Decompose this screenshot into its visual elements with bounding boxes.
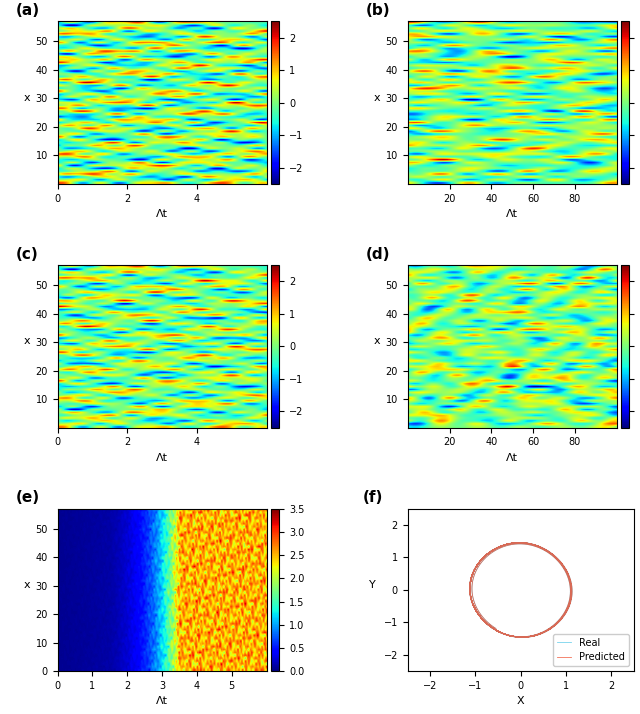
Real [518, 633, 525, 642]
Text: (e): (e) [16, 491, 40, 506]
Real [504, 540, 512, 548]
Real [562, 565, 570, 574]
Predicted [565, 573, 573, 581]
Predicted [509, 539, 517, 548]
Predicted [515, 538, 523, 547]
Predicted [469, 568, 477, 577]
Legend: Real, Predicted: Real, Predicted [553, 633, 628, 666]
Text: (a): (a) [16, 3, 40, 18]
Real [543, 626, 551, 635]
Real [469, 568, 477, 577]
Y-axis label: Y: Y [369, 580, 376, 590]
Predicted [493, 543, 501, 552]
Predicted [504, 540, 512, 548]
Predicted [562, 565, 570, 574]
Real [492, 624, 500, 633]
Y-axis label: x: x [24, 336, 31, 346]
Text: (c): (c) [16, 247, 38, 262]
X-axis label: Λt: Λt [156, 453, 168, 463]
X-axis label: Λt: Λt [156, 696, 168, 706]
Line: Predicted: Predicted [470, 543, 572, 638]
Y-axis label: x: x [374, 93, 381, 103]
Y-axis label: x: x [374, 336, 381, 346]
Predicted [543, 626, 551, 635]
Line: Real: Real [470, 543, 572, 638]
Real [515, 538, 523, 547]
Real [565, 573, 573, 581]
Text: (f): (f) [362, 491, 383, 506]
Y-axis label: x: x [24, 580, 31, 590]
Text: (b): (b) [366, 3, 390, 18]
Real [493, 543, 501, 552]
X-axis label: Λt: Λt [156, 209, 168, 219]
Real [509, 539, 517, 548]
Predicted [518, 633, 525, 642]
X-axis label: Λt: Λt [506, 209, 518, 219]
Y-axis label: x: x [24, 93, 31, 103]
Predicted [492, 624, 500, 633]
X-axis label: Λt: Λt [506, 453, 518, 463]
Text: (d): (d) [366, 247, 390, 262]
X-axis label: X: X [517, 696, 524, 706]
